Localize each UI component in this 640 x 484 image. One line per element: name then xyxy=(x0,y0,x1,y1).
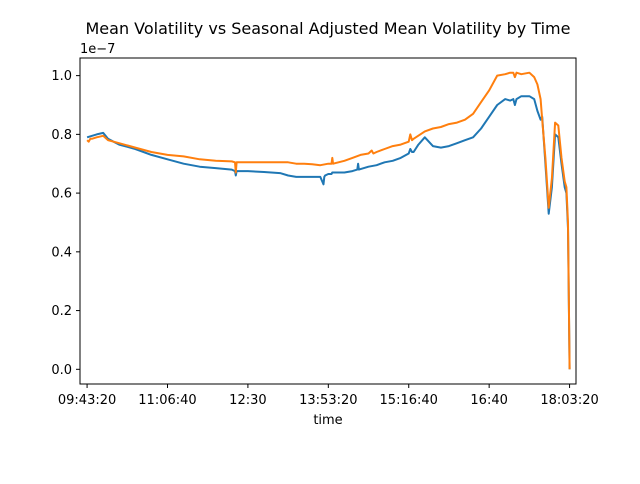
y-tick-label: 0.8 xyxy=(51,128,72,143)
y-axis-ticks: 0.0 0.2 0.4 0.6 0.8 1.0 xyxy=(51,69,80,378)
x-tick-label: 13:53:20 xyxy=(299,393,357,408)
x-tick-label: 16:40 xyxy=(470,393,507,408)
x-tick-label: 11:06:40 xyxy=(138,393,196,408)
x-tick-label: 18:03:20 xyxy=(540,393,598,408)
series-line-2 xyxy=(86,71,571,370)
y-tick-label: 0.4 xyxy=(51,245,72,260)
y-multiplier-label: 1e−7 xyxy=(80,42,115,57)
plot-area: 09:43:20 11:06:40 12:30 13:53:20 15:16:40 16:… xyxy=(51,57,599,408)
x-tick-label: 12:30 xyxy=(229,393,266,408)
y-tick-label: 0.6 xyxy=(51,187,72,202)
y-tick-label: 0.2 xyxy=(51,304,72,319)
x-axis-ticks: 09:43:20 11:06:40 12:30 13:53:20 15:16:40 16:… xyxy=(58,384,599,408)
chart-title: Mean Volatility vs Seasonal Adjusted Mea… xyxy=(86,19,571,38)
x-tick-label: 15:16:40 xyxy=(380,393,438,408)
series-layer xyxy=(86,71,571,370)
x-axis-label: time xyxy=(313,413,342,428)
x-tick-label: 09:43:20 xyxy=(58,393,116,408)
y-tick-label: 1.0 xyxy=(51,69,72,84)
y-tick-label: 0.0 xyxy=(51,363,72,378)
